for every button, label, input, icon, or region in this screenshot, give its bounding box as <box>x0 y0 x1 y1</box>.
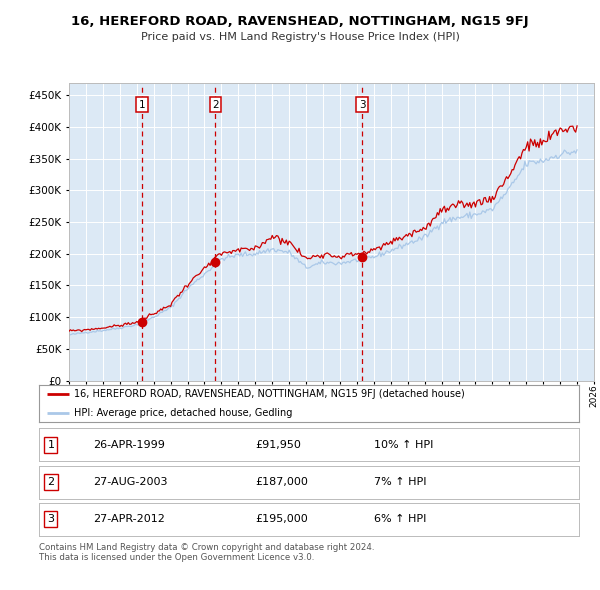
Text: 7% ↑ HPI: 7% ↑ HPI <box>374 477 426 487</box>
Text: £187,000: £187,000 <box>255 477 308 487</box>
Text: Price paid vs. HM Land Registry's House Price Index (HPI): Price paid vs. HM Land Registry's House … <box>140 32 460 42</box>
Text: 26-APR-1999: 26-APR-1999 <box>93 440 165 450</box>
Text: £195,000: £195,000 <box>255 514 308 524</box>
Text: 16, HEREFORD ROAD, RAVENSHEAD, NOTTINGHAM, NG15 9FJ (detached house): 16, HEREFORD ROAD, RAVENSHEAD, NOTTINGHA… <box>74 389 465 399</box>
Text: 27-AUG-2003: 27-AUG-2003 <box>93 477 167 487</box>
Text: 6% ↑ HPI: 6% ↑ HPI <box>374 514 426 524</box>
Text: 3: 3 <box>47 514 55 524</box>
Text: 3: 3 <box>359 100 365 110</box>
Text: 10% ↑ HPI: 10% ↑ HPI <box>374 440 433 450</box>
Text: 1: 1 <box>139 100 145 110</box>
Text: 2: 2 <box>47 477 55 487</box>
Text: £91,950: £91,950 <box>255 440 301 450</box>
Text: 16, HEREFORD ROAD, RAVENSHEAD, NOTTINGHAM, NG15 9FJ: 16, HEREFORD ROAD, RAVENSHEAD, NOTTINGHA… <box>71 15 529 28</box>
Text: Contains HM Land Registry data © Crown copyright and database right 2024.
This d: Contains HM Land Registry data © Crown c… <box>39 543 374 562</box>
Text: 1: 1 <box>47 440 55 450</box>
Text: 27-APR-2012: 27-APR-2012 <box>93 514 165 524</box>
Text: HPI: Average price, detached house, Gedling: HPI: Average price, detached house, Gedl… <box>74 408 292 418</box>
Text: 2: 2 <box>212 100 219 110</box>
